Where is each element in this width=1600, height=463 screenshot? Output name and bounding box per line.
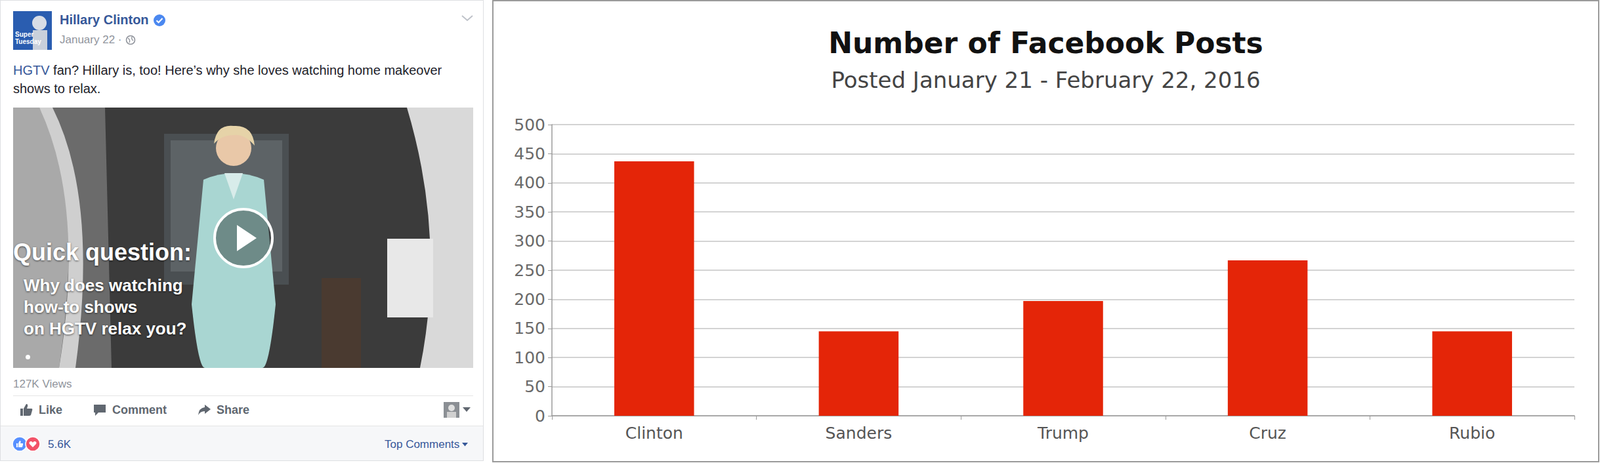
html-text:on HGTV relax you?: on HGTV relax you? — [23, 318, 187, 339]
html-text:Hillary Clinton: Hillary Clinton — [59, 12, 149, 27]
html-text:how-to shows: how-to shows — [23, 297, 138, 317]
html-text:Why does watching: Why does watching — [23, 275, 183, 296]
svg-text:Clinton: Clinton — [625, 423, 684, 443]
svg-text:500: 500 — [513, 115, 546, 135]
svg-text:450: 450 — [513, 144, 546, 164]
svg-text:200: 200 — [513, 290, 546, 310]
html-text:Top Comments: Top Comments — [384, 438, 460, 451]
svg-text:150: 150 — [513, 318, 546, 338]
svg-text:0: 0 — [534, 406, 546, 426]
svg-text:Cruz: Cruz — [1248, 423, 1287, 443]
html-text:Quick question:: Quick question: — [13, 238, 192, 266]
svg-text:Trump: Trump — [1036, 423, 1089, 443]
svg-text:300: 300 — [513, 231, 546, 251]
svg-text:Rubio: Rubio — [1449, 423, 1495, 443]
svg-text:Sanders: Sanders — [825, 423, 893, 443]
svg-text:Posted January 21 - February 2: Posted January 21 - February 22, 2016 — [830, 66, 1261, 94]
svg-text:250: 250 — [513, 261, 546, 281]
html-text:Super Tuesday: Super Tuesday — [15, 30, 42, 46]
html-text:Share: Share — [216, 403, 250, 417]
svg-text:Number of Facebook Posts: Number of Facebook Posts — [828, 26, 1264, 60]
svg-text:350: 350 — [513, 202, 546, 222]
svg-text:50: 50 — [524, 377, 546, 397]
html-text:HGTV fan? Hillary is, too! Her: HGTV fan? Hillary is, too! Here’s why sh… — [13, 63, 442, 96]
html-text:5.6K: 5.6K — [47, 438, 71, 451]
html-text:127K Views: 127K Views — [13, 378, 72, 391]
svg-text:400: 400 — [513, 173, 546, 193]
svg-text:100: 100 — [513, 348, 546, 368]
html-text:January 22 ·: January 22 · — [59, 33, 122, 46]
html-text:Like: Like — [38, 403, 63, 417]
html-text:Comment: Comment — [112, 403, 167, 417]
